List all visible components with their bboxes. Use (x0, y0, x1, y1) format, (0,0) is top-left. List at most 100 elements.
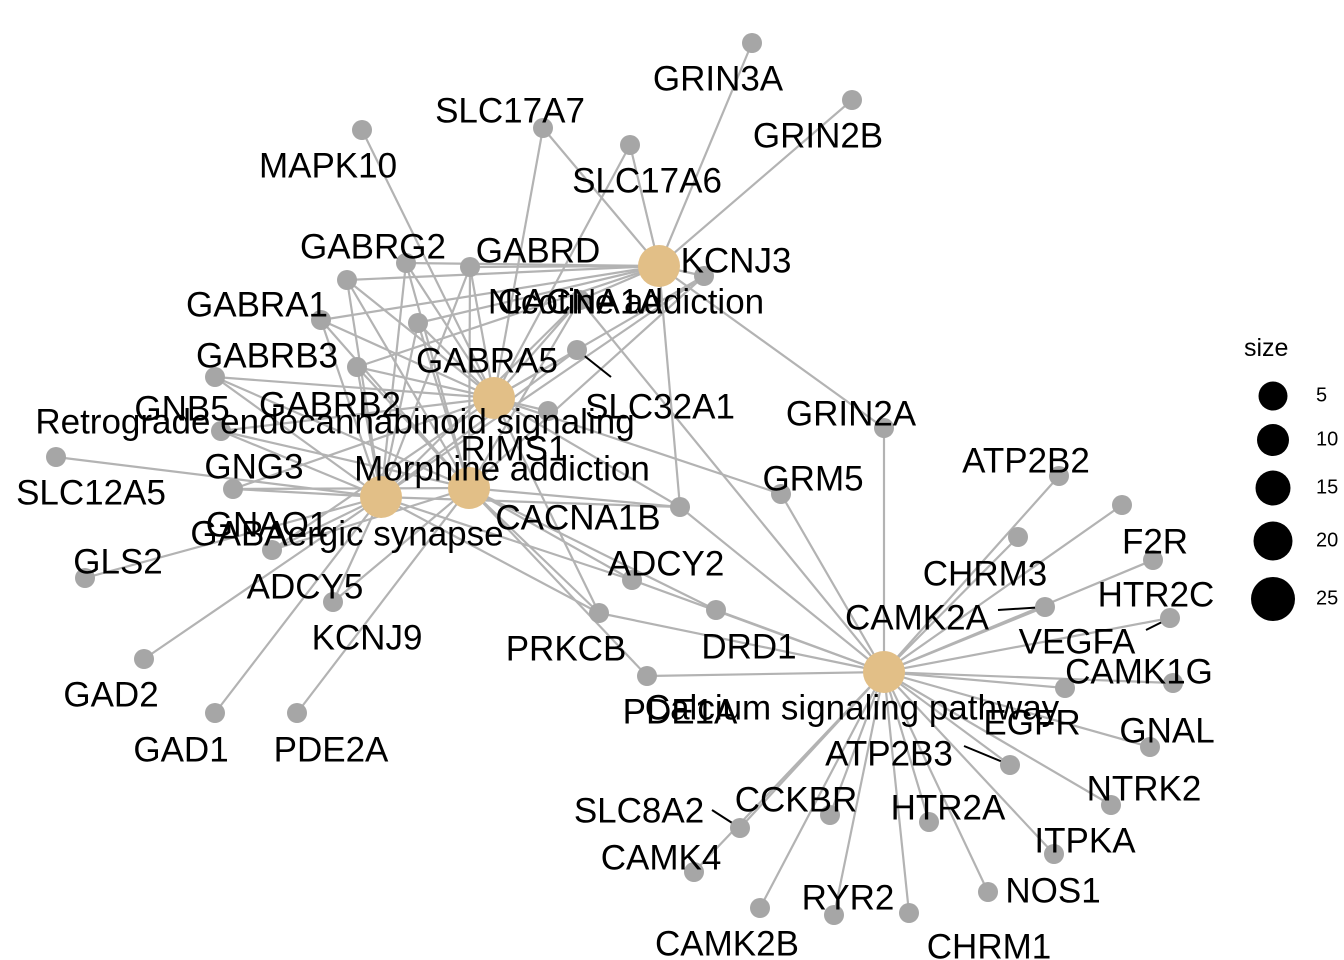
edge-morphine-pde2a (296, 487, 470, 714)
legend-dot-5 (1258, 381, 1288, 411)
gene-label-grin2b: GRIN2B (753, 116, 883, 155)
category-node-morphine (448, 467, 490, 509)
gene-label-grin3a: GRIN3A (653, 59, 784, 98)
gene-label-gabrg2: GABRG2 (300, 227, 446, 266)
edge-morphine-pde1a (468, 487, 648, 677)
category-label-calcium: Calcium signaling pathway (645, 688, 1060, 727)
edge-nicotine-grin2b (658, 99, 853, 267)
gene-node-f2r (1112, 495, 1132, 515)
gene-node-gabrd (460, 257, 480, 277)
gene-label-f2r: F2R (1122, 522, 1188, 561)
edge-nicotine-gabra1 (346, 264, 660, 282)
edge-morphine-gabra1 (346, 279, 470, 489)
gene-node-vegfa (1160, 608, 1180, 628)
edge-calcium-chrm3 (883, 536, 1019, 673)
edge-morphine-prkcb (468, 487, 600, 614)
edge-calcium-htr2a (882, 671, 931, 823)
gene-label-camk2a: CAMK2A (845, 598, 990, 637)
edge-morphine-cacna1b (468, 486, 681, 509)
edge-retro-gabrb3 (320, 318, 495, 400)
gene-label-cacna1b: CACNA1B (495, 498, 660, 537)
edge-calcium-camk2b (759, 671, 885, 909)
gene-node-gnb5 (205, 367, 225, 387)
edge-calcium-f2r (883, 504, 1123, 673)
gene-node-htr2c (1143, 550, 1163, 570)
edge-calcium-camk4 (693, 671, 885, 873)
edge-morphine-kcnj3 (468, 275, 705, 489)
edge-retro-gnb5 (214, 375, 495, 400)
gene-node-camk2b (750, 898, 770, 918)
edge-gaba-prkcb (380, 496, 600, 614)
edge-morphine-adcy2 (468, 487, 633, 581)
gene-node-camk1g (1163, 673, 1183, 693)
edge-nicotine-grin3a (657, 42, 754, 267)
gene-label-adcy2: ADCY2 (608, 544, 725, 583)
legend-label-25: 25 (1316, 587, 1338, 609)
gene-node-slc32a1 (567, 340, 587, 360)
gene-node-kcnj3 (694, 266, 714, 286)
legend-dot-15 (1255, 470, 1291, 506)
category-node-nicotine (638, 245, 680, 287)
gene-node-gabra1 (337, 270, 357, 290)
gene-node-cacna1b (670, 497, 690, 517)
legend-dot-20 (1253, 521, 1293, 561)
gene-node-grin2a (874, 418, 894, 438)
edge-nicotine-gabra5 (417, 264, 660, 325)
edge-calcium-egfr (883, 670, 1066, 690)
gene-node-adcy2 (622, 570, 642, 590)
gene-label-gad1: GAD1 (133, 730, 228, 769)
category-label-morphine: Morphine addiction (354, 449, 650, 488)
gene-label-grin2a: GRIN2A (786, 394, 917, 433)
edge-gaba-gnao1 (232, 487, 382, 499)
edge-gaba-cacna1b (380, 495, 681, 509)
gene-node-gls2 (75, 568, 95, 588)
gene-label-pde2a: PDE2A (274, 730, 389, 769)
gene-label-slc12a5: SLC12A5 (16, 473, 166, 512)
gene-label-grm5: GRM5 (762, 459, 863, 498)
gene-node-chrm3 (1008, 527, 1028, 547)
gene-label-slc8a2: SLC8A2 (574, 791, 704, 830)
gene-label-gabrb2: GABRB2 (259, 385, 401, 424)
edge-retro-prkcb (493, 397, 600, 614)
category-node-calcium (863, 651, 905, 693)
edge-retro-gabrd (468, 266, 496, 399)
gene-node-slc8a2 (730, 818, 750, 838)
network-labels: GRIN3A GRIN2B SLC17A7 SLC17A6 MAPK10 GABRG2 GA… (16, 59, 1215, 960)
gene-node-slc17a6 (620, 135, 640, 155)
edge-gaba-gabrb2 (355, 366, 383, 498)
edge-retro-gabrg2 (405, 262, 495, 399)
edge-morphine-gabrb2 (356, 366, 470, 489)
gene-label-gls2: GLS2 (73, 542, 163, 581)
gene-label-cckbr: CCKBR (735, 780, 858, 819)
gene-node-gad2 (134, 649, 154, 669)
gene-label-chrm3: CHRM3 (923, 554, 1047, 593)
edge-gaba-slc32a1 (380, 349, 578, 498)
gene-node-slc12a5 (46, 447, 66, 467)
gene-label-adcy5: ADCY5 (247, 567, 364, 606)
category-node-gaba (360, 476, 402, 518)
edge-calcium-ntrk2 (883, 671, 1112, 806)
gene-label-kcnj9: KCNJ9 (312, 618, 423, 657)
edge-morphine-gabrd (467, 266, 472, 489)
gene-label-ntrk2: NTRK2 (1087, 769, 1202, 808)
gene-node-cacna1a (570, 290, 590, 310)
gene-node-nos1 (978, 882, 998, 902)
edge-gaba-gnb5 (214, 376, 382, 498)
edge-retro-cacna1a (493, 299, 581, 399)
gene-label-slc17a6: SLC17A6 (572, 161, 722, 200)
gene-label-pde1a: PDE1A (623, 692, 738, 731)
gene-node-gnao1 (223, 479, 243, 499)
gene-label-nos1: NOS1 (1005, 871, 1100, 910)
gene-label-vegfa: VEGFA (1019, 622, 1136, 661)
gene-label-gabrd: GABRD (476, 231, 600, 270)
gene-node-mapk10 (352, 120, 372, 140)
edge-calcium-itpka (883, 671, 1055, 855)
gene-label-camk1g: CAMK1G (1065, 652, 1213, 691)
edge-calcium-atp2b2 (883, 475, 1060, 673)
edge-retro-cacna1b (493, 397, 681, 508)
edge-retro-slc17a7 (492, 127, 545, 399)
gene-label-rims1: RIMS1 (461, 429, 568, 468)
edge-nicotine-cacna1b (657, 265, 682, 508)
edge-morphine-gng3 (220, 429, 470, 490)
gene-node-egfr (1055, 678, 1075, 698)
